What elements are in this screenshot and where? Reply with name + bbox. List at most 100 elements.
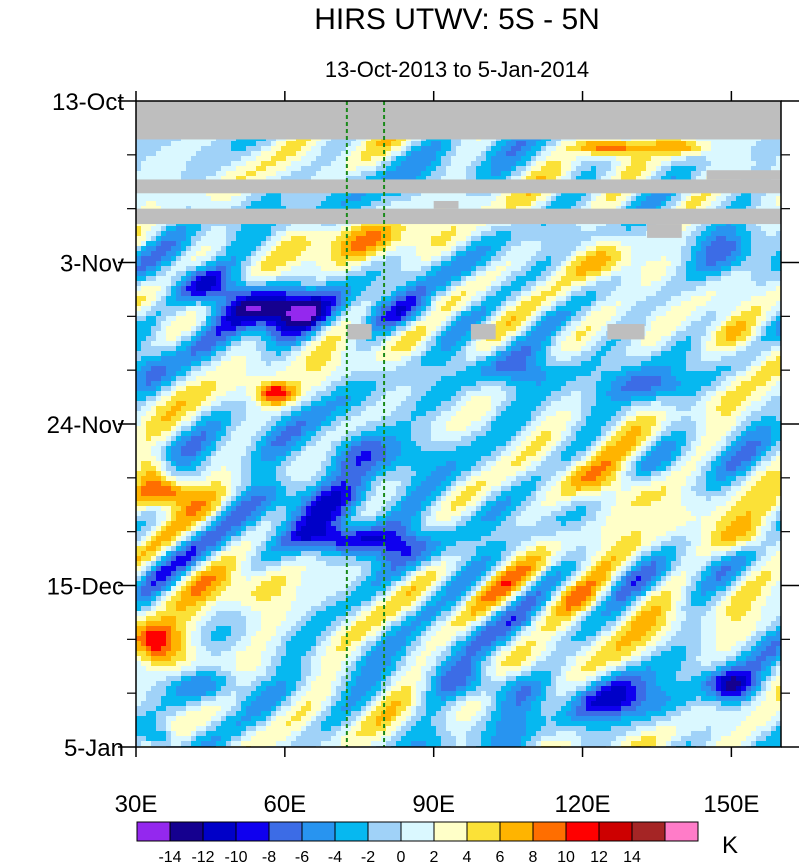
field-cell xyxy=(656,141,662,147)
field-cell xyxy=(451,226,457,232)
field-cell xyxy=(731,226,737,232)
field-cell xyxy=(646,146,652,152)
field-cell xyxy=(591,246,597,252)
field-cell xyxy=(341,191,347,197)
field-cell xyxy=(401,241,407,247)
field-cell xyxy=(406,261,412,267)
field-cell xyxy=(541,226,547,232)
field-cell xyxy=(311,241,317,247)
field-cell xyxy=(776,166,781,172)
field-cell xyxy=(211,251,217,257)
field-cell xyxy=(301,281,307,287)
field-cell xyxy=(476,291,482,297)
field-cell xyxy=(296,161,302,167)
field-cell xyxy=(706,191,712,197)
field-cell xyxy=(431,166,437,172)
field-cell xyxy=(266,256,272,262)
field-cell xyxy=(621,176,627,182)
field-cell xyxy=(366,251,372,257)
field-cell xyxy=(756,196,762,202)
field-cell xyxy=(606,281,612,287)
field-cell xyxy=(161,271,167,277)
field-cell xyxy=(396,271,402,277)
field-cell xyxy=(676,281,682,287)
field-cell xyxy=(596,191,602,197)
field-cell xyxy=(331,261,337,267)
field-cell xyxy=(351,251,357,257)
field-cell xyxy=(751,196,757,202)
field-cell xyxy=(666,276,672,282)
field-cell xyxy=(316,166,322,172)
field-cell xyxy=(266,151,272,157)
field-cell xyxy=(636,261,642,267)
field-cell xyxy=(401,151,407,157)
field-cell xyxy=(526,286,532,292)
field-cell xyxy=(646,166,652,172)
field-cell xyxy=(231,231,237,237)
field-cell xyxy=(406,161,412,167)
field-cell xyxy=(486,246,492,252)
field-cell xyxy=(181,156,187,162)
field-cell xyxy=(156,246,162,252)
field-cell xyxy=(756,141,762,147)
field-cell xyxy=(551,251,557,257)
field-cell xyxy=(666,166,672,172)
field-cell xyxy=(661,156,667,162)
field-cell xyxy=(461,191,467,197)
field-cell xyxy=(661,286,667,292)
field-cell xyxy=(291,151,297,157)
field-cell xyxy=(631,151,637,157)
field-cell xyxy=(511,286,517,292)
field-cell xyxy=(681,261,687,267)
field-cell xyxy=(751,226,757,232)
field-cell xyxy=(241,266,247,272)
field-cell xyxy=(531,166,537,172)
field-cell xyxy=(591,251,597,257)
field-cell xyxy=(456,276,462,282)
field-cell xyxy=(186,276,192,282)
field-cell xyxy=(301,251,307,257)
field-cell xyxy=(251,266,257,272)
field-cell xyxy=(286,156,292,162)
field-cell xyxy=(486,141,492,147)
field-cell xyxy=(721,256,727,262)
field-cell xyxy=(191,196,197,202)
field-cell xyxy=(246,281,252,287)
field-cell xyxy=(381,286,387,292)
field-cell xyxy=(546,241,552,247)
field-cell xyxy=(356,171,362,177)
field-cell xyxy=(516,141,522,147)
field-cell xyxy=(226,281,232,287)
field-cell xyxy=(716,156,722,162)
field-cell xyxy=(196,196,202,202)
field-cell xyxy=(141,291,147,297)
field-cell xyxy=(141,231,147,237)
field-cell xyxy=(221,191,227,197)
field-cell xyxy=(546,166,552,172)
field-cell xyxy=(301,226,307,232)
field-cell xyxy=(186,246,192,252)
field-cell xyxy=(631,281,637,287)
field-cell xyxy=(721,281,727,287)
field-cell xyxy=(576,256,582,262)
field-cell xyxy=(156,231,162,237)
field-cell xyxy=(441,156,447,162)
field-cell xyxy=(426,236,432,242)
field-cell xyxy=(371,191,377,197)
field-cell xyxy=(616,251,622,257)
field-cell xyxy=(646,171,652,177)
field-cell xyxy=(491,156,497,162)
field-cell xyxy=(381,166,387,172)
field-cell xyxy=(236,236,242,242)
field-cell xyxy=(731,286,737,292)
field-cell xyxy=(436,241,442,247)
field-cell xyxy=(701,231,707,237)
field-cell xyxy=(251,261,257,267)
field-cell xyxy=(546,156,552,162)
field-cell xyxy=(326,251,332,257)
field-cell xyxy=(756,236,762,242)
field-cell xyxy=(686,161,692,167)
field-cell xyxy=(566,291,572,297)
field-cell xyxy=(481,146,487,152)
field-cell xyxy=(231,291,237,297)
